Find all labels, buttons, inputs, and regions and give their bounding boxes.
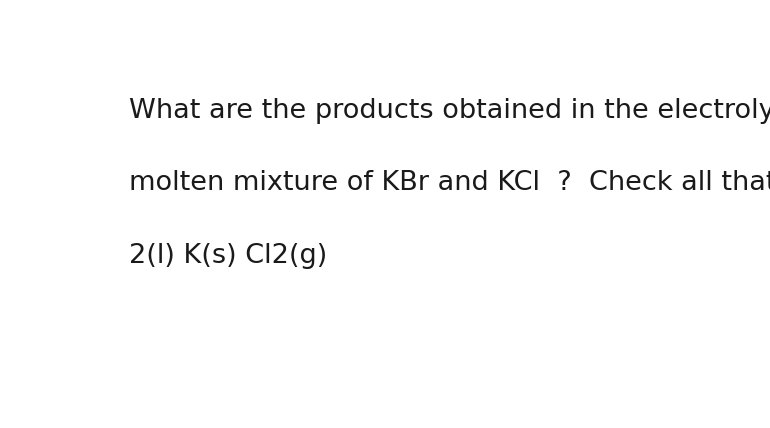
Text: molten mixture of KBr and KCl  ?  Check all that apply. Br: molten mixture of KBr and KCl ? Check al… — [129, 170, 770, 196]
Text: 2(l) K(s) Cl2(g): 2(l) K(s) Cl2(g) — [129, 243, 327, 269]
Text: What are the products obtained in the electrolysis of a: What are the products obtained in the el… — [129, 98, 770, 124]
